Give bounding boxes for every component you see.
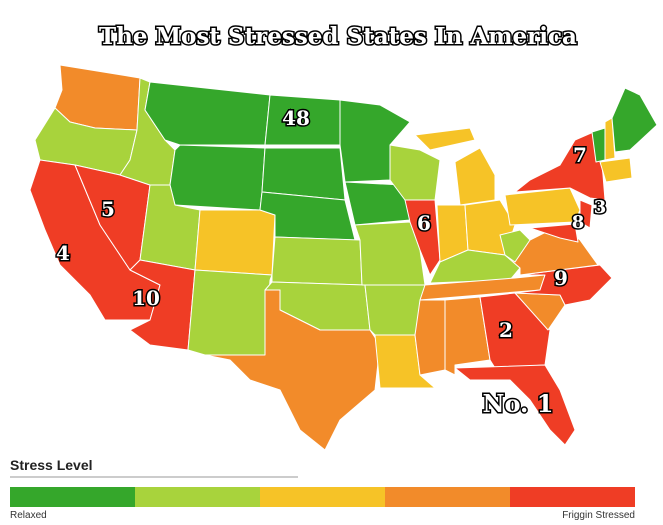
- state: [194, 209, 276, 276]
- map-title: The Most Stressed States In America: [99, 23, 577, 50]
- state: [454, 364, 576, 446]
- state: [204, 289, 381, 451]
- state: [144, 81, 271, 146]
- state-rank-label: 9: [554, 266, 568, 290]
- legend-swatch: [135, 487, 260, 507]
- state: [529, 223, 579, 243]
- state-rank-label: No. 1: [483, 389, 554, 418]
- state: [504, 187, 581, 226]
- state-rank-label: 8: [572, 212, 585, 233]
- legend-title: Stress Level: [10, 457, 93, 473]
- state: [169, 144, 266, 211]
- state: [271, 236, 363, 286]
- state: [579, 199, 593, 229]
- legend-swatch: [385, 487, 510, 507]
- state: [414, 127, 476, 151]
- state: [374, 334, 436, 389]
- state-rank-label: 10: [132, 286, 160, 310]
- state: [611, 87, 658, 153]
- state-rank-label: 6: [417, 211, 431, 235]
- state: [261, 147, 346, 201]
- state: [187, 269, 273, 356]
- legend-swatch: [10, 487, 135, 507]
- state-rank-label: 5: [101, 197, 115, 221]
- state: [499, 229, 531, 263]
- legend-low: Relaxed: [10, 510, 47, 521]
- state-rank-label: 48: [282, 106, 310, 130]
- state: [414, 299, 446, 376]
- legend-high: Friggin Stressed: [562, 510, 635, 521]
- state-rank-label: 7: [573, 143, 587, 167]
- state: [454, 147, 496, 206]
- state: [404, 199, 441, 276]
- state-rank-label: 4: [56, 241, 70, 265]
- state-rank-label: 3: [594, 197, 607, 218]
- state-rank-label: 2: [499, 318, 513, 342]
- state: [599, 157, 633, 183]
- legend-swatch: [260, 487, 385, 507]
- state: [514, 264, 613, 306]
- legend-swatch: [510, 487, 635, 507]
